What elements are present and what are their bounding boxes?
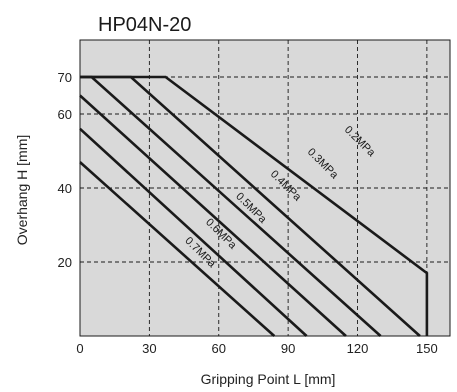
series-line-0.4MPa	[80, 75, 382, 337]
y-tick-label: 20	[58, 255, 72, 270]
series-line-0.5MPa	[79, 94, 347, 337]
y-tick-label: 60	[58, 107, 72, 122]
x-tick-labels: 0 30 60 90 120 150	[76, 341, 437, 356]
y-tick-label: 40	[58, 181, 72, 196]
series-line-0.7MPa	[79, 161, 276, 337]
y-tick-label: 70	[58, 70, 72, 85]
chart-title: HP04N-20	[98, 14, 191, 36]
x-tick-label: 150	[416, 341, 438, 356]
series-line-0.3MPa	[80, 75, 421, 337]
x-tick-label: 30	[142, 341, 156, 356]
series-line-0.6MPa	[79, 127, 308, 337]
x-tick-label: 90	[281, 341, 295, 356]
y-axis-label: Overhang H [mm]	[14, 135, 30, 245]
x-tick-label: 120	[347, 341, 369, 356]
y-tick-labels: 20 40 60 70	[58, 70, 72, 270]
x-tick-label: 60	[212, 341, 226, 356]
series-lines	[79, 75, 429, 337]
x-tick-label: 0	[76, 341, 83, 356]
x-axis-label: Gripping Point L [mm]	[201, 371, 336, 387]
